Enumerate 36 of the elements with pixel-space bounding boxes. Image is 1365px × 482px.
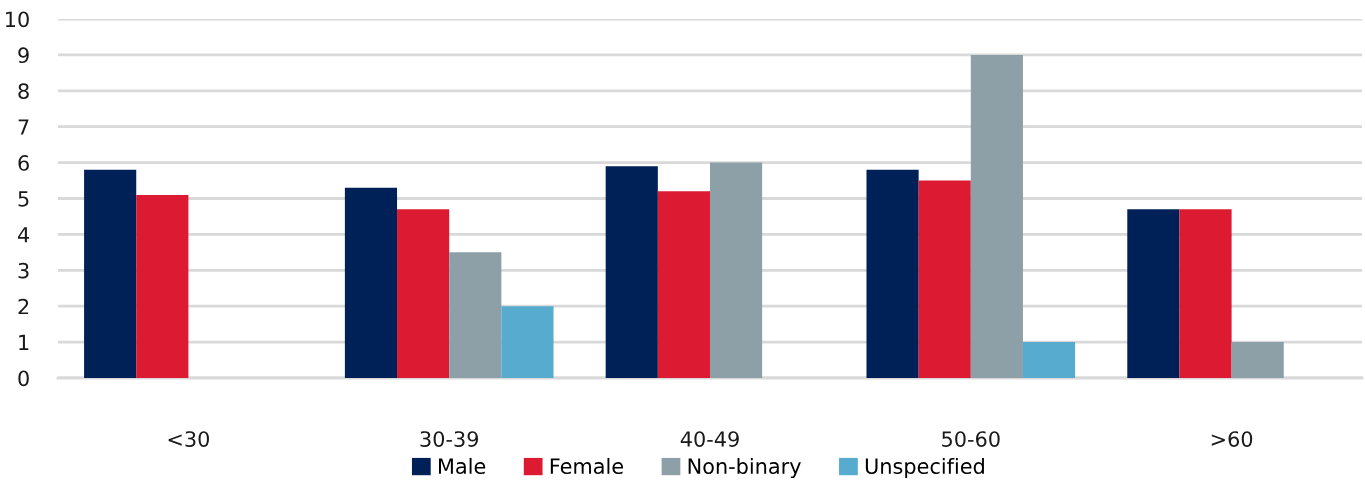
bar xyxy=(1179,209,1232,378)
bar xyxy=(1022,342,1076,378)
legend-label: Male xyxy=(438,457,486,475)
bar xyxy=(1127,209,1180,378)
bar xyxy=(449,252,502,378)
bar xyxy=(657,191,710,378)
bar xyxy=(397,209,450,378)
bar xyxy=(501,306,554,378)
bar xyxy=(918,180,971,378)
legend-label: Female xyxy=(550,457,624,475)
y-tick-label: 3 xyxy=(18,262,29,279)
bar xyxy=(84,169,137,378)
y-tick-label: 5 xyxy=(18,191,29,207)
bar xyxy=(136,194,189,378)
bar xyxy=(1231,342,1284,378)
x-tick-label: 30-39 xyxy=(420,431,478,447)
y-tick-label: 1 xyxy=(19,334,29,351)
y-tick-label: 0 xyxy=(18,370,29,387)
y-tick-label: 6 xyxy=(18,155,29,171)
y-tick-label: 4 xyxy=(17,227,30,243)
x-tick-label: 50-60 xyxy=(942,431,1000,447)
bar xyxy=(605,166,658,378)
legend-label: Non-binary xyxy=(688,457,801,479)
y-tick-label: 2 xyxy=(18,298,29,315)
bar xyxy=(710,162,763,378)
bar xyxy=(970,54,1023,378)
bar xyxy=(344,187,398,378)
x-tick-label: 40-49 xyxy=(680,431,739,447)
x-tick-label: >60 xyxy=(1211,431,1253,447)
legend-label: Unspecified xyxy=(865,457,984,479)
y-tick-label: 9 xyxy=(18,47,29,64)
y-tick-label: 8 xyxy=(18,83,29,100)
y-tick-label: 7 xyxy=(18,119,29,135)
x-tick-label: <30 xyxy=(168,431,209,447)
y-tick-label: 10 xyxy=(6,11,29,28)
bar xyxy=(866,169,919,378)
